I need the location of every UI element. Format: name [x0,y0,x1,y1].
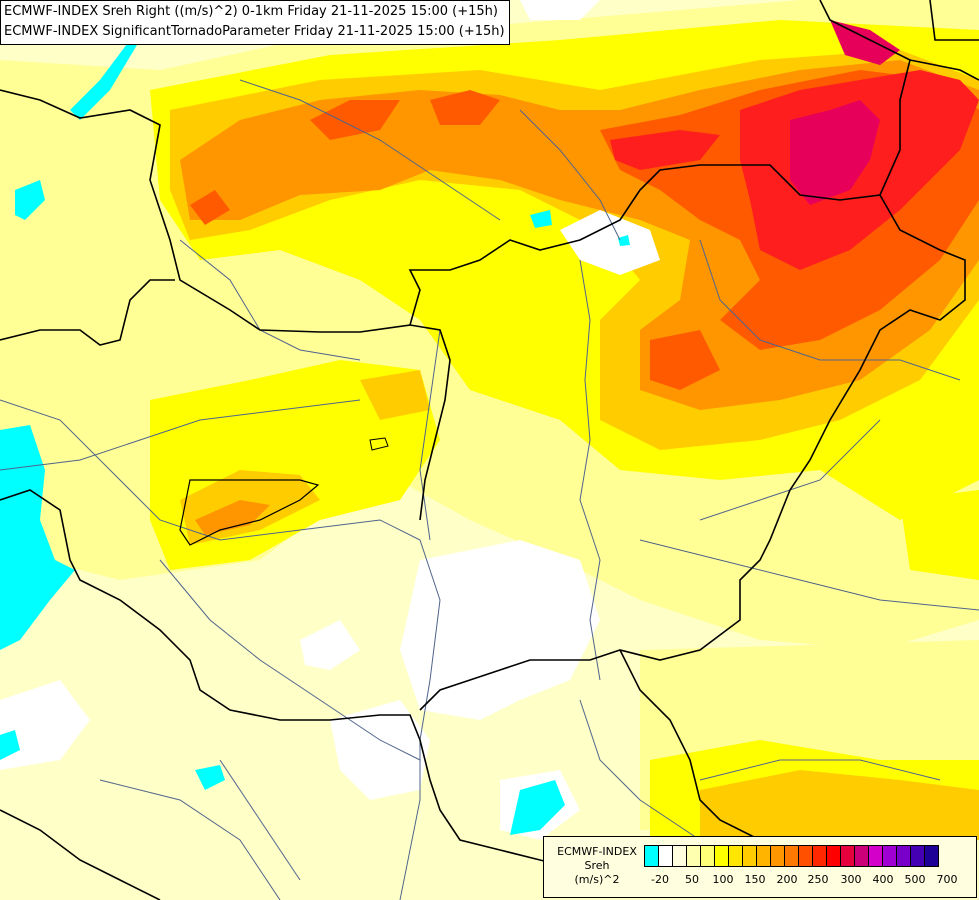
legend-label: -20 [651,873,669,886]
legend-title-line-1: ECMWF-INDEX [557,845,637,858]
legend-swatch [784,845,799,867]
legend-swatch [924,845,939,867]
legend-labels: -20 50 100 150 200 250 300 400 500 700 [645,873,975,889]
legend-swatch [714,845,729,867]
legend-label: 200 [776,873,798,886]
legend-swatch [644,845,659,867]
legend-label: 100 [712,873,734,886]
legend-swatch [896,845,911,867]
legend-swatch [742,845,757,867]
legend-title-line-2: Sreh [584,859,610,872]
legend-swatch [812,845,827,867]
legend-label: 50 [685,873,699,886]
legend-label: 300 [840,873,862,886]
legend-label: 400 [872,873,894,886]
legend-swatch [854,845,869,867]
legend-label: 250 [807,873,829,886]
legend-swatch [770,845,785,867]
legend-color-bar [644,845,939,867]
legend-swatch [728,845,743,867]
legend-swatch [658,845,673,867]
legend-title: ECMWF-INDEX Sreh (m/s)^2 [550,845,644,887]
legend-swatch [840,845,855,867]
map-title-line-1: ECMWF-INDEX Sreh Right ((m/s)^2) 0-1km F… [4,4,498,19]
legend-swatch [882,845,897,867]
field-crimson [790,20,900,205]
legend-title-line-3: (m/s)^2 [574,873,620,886]
legend-label: 150 [744,873,766,886]
legend-label: 500 [904,873,926,886]
legend-swatch [910,845,925,867]
legend-swatch [868,845,883,867]
legend-swatch [700,845,715,867]
legend-label: 700 [936,873,958,886]
legend-swatch [756,845,771,867]
legend-swatch [686,845,701,867]
color-legend: ECMWF-INDEX Sreh (m/s)^2 -20 50 100 150 200 2… [543,836,977,898]
map-title-box: ECMWF-INDEX Sreh Right ((m/s)^2) 0-1km F… [0,0,510,45]
legend-swatch [672,845,687,867]
map-title-line-2: ECMWF-INDEX SignificantTornadoParameter … [4,24,505,39]
legend-swatch [826,845,841,867]
legend-swatch [798,845,813,867]
